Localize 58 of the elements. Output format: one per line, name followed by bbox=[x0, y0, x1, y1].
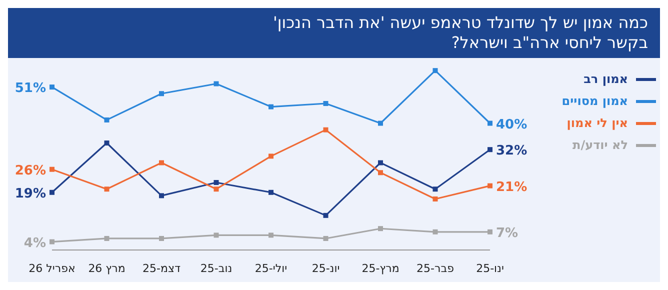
point bbox=[159, 91, 164, 96]
point bbox=[104, 236, 110, 241]
point bbox=[488, 229, 492, 234]
point bbox=[488, 183, 492, 188]
legend-label: לא יודע/ת bbox=[572, 138, 628, 152]
point bbox=[50, 84, 54, 90]
point bbox=[323, 127, 328, 132]
point bbox=[50, 239, 54, 244]
x-tick-label: יולי-25 bbox=[254, 262, 288, 275]
point bbox=[378, 120, 383, 126]
point bbox=[323, 212, 328, 218]
x-tick-label: נוב-25 bbox=[200, 262, 232, 275]
point bbox=[488, 120, 492, 126]
data-label: 7% bbox=[496, 226, 518, 241]
point bbox=[323, 236, 328, 241]
data-label: 4% bbox=[24, 236, 46, 251]
data-label: 40% bbox=[496, 117, 528, 132]
data-label: 19% bbox=[14, 186, 46, 202]
point bbox=[159, 160, 164, 166]
point bbox=[214, 180, 219, 186]
point bbox=[214, 232, 219, 238]
x-tick-label: מרץ 26 bbox=[88, 262, 126, 275]
legend-label: אמון רב bbox=[584, 72, 628, 86]
point bbox=[432, 196, 438, 202]
point bbox=[488, 147, 492, 152]
point bbox=[268, 154, 274, 159]
point bbox=[268, 232, 274, 238]
point bbox=[50, 190, 54, 195]
point bbox=[104, 140, 110, 146]
data-label: 32% bbox=[496, 144, 528, 159]
point bbox=[378, 170, 383, 176]
point bbox=[432, 229, 438, 234]
x-tick-label: יונ-25 bbox=[312, 262, 340, 275]
point bbox=[432, 68, 438, 74]
x-tick-label: פבר-25 bbox=[416, 262, 454, 275]
data-label: 51% bbox=[14, 81, 46, 96]
point bbox=[214, 81, 219, 86]
point bbox=[214, 186, 219, 192]
point bbox=[432, 186, 438, 192]
x-tick-label: ינו-25 bbox=[476, 262, 504, 275]
point bbox=[323, 101, 328, 106]
data-label: 21% bbox=[496, 180, 528, 195]
legend-label: אין לי אמון bbox=[566, 116, 628, 130]
x-tick-label: אפריל 26 bbox=[28, 262, 76, 275]
legend-label: אמון מסויים bbox=[562, 94, 628, 108]
point bbox=[378, 160, 383, 166]
point bbox=[159, 236, 164, 241]
chart-title: כמה אמון יש לך שדונלד טראמפ יעשה 'את הדבר הנכון' בקשר ליחסי ארה"ב וישראל? bbox=[272, 13, 648, 53]
point bbox=[378, 226, 383, 232]
point bbox=[268, 104, 274, 110]
point bbox=[50, 166, 54, 172]
point bbox=[104, 117, 110, 122]
point bbox=[159, 193, 164, 198]
x-tick-label: מרץ-25 bbox=[362, 262, 400, 275]
x-tick-label: דצמ-25 bbox=[142, 262, 180, 275]
point bbox=[104, 186, 110, 192]
data-label: 26% bbox=[14, 163, 46, 178]
point bbox=[268, 190, 274, 195]
